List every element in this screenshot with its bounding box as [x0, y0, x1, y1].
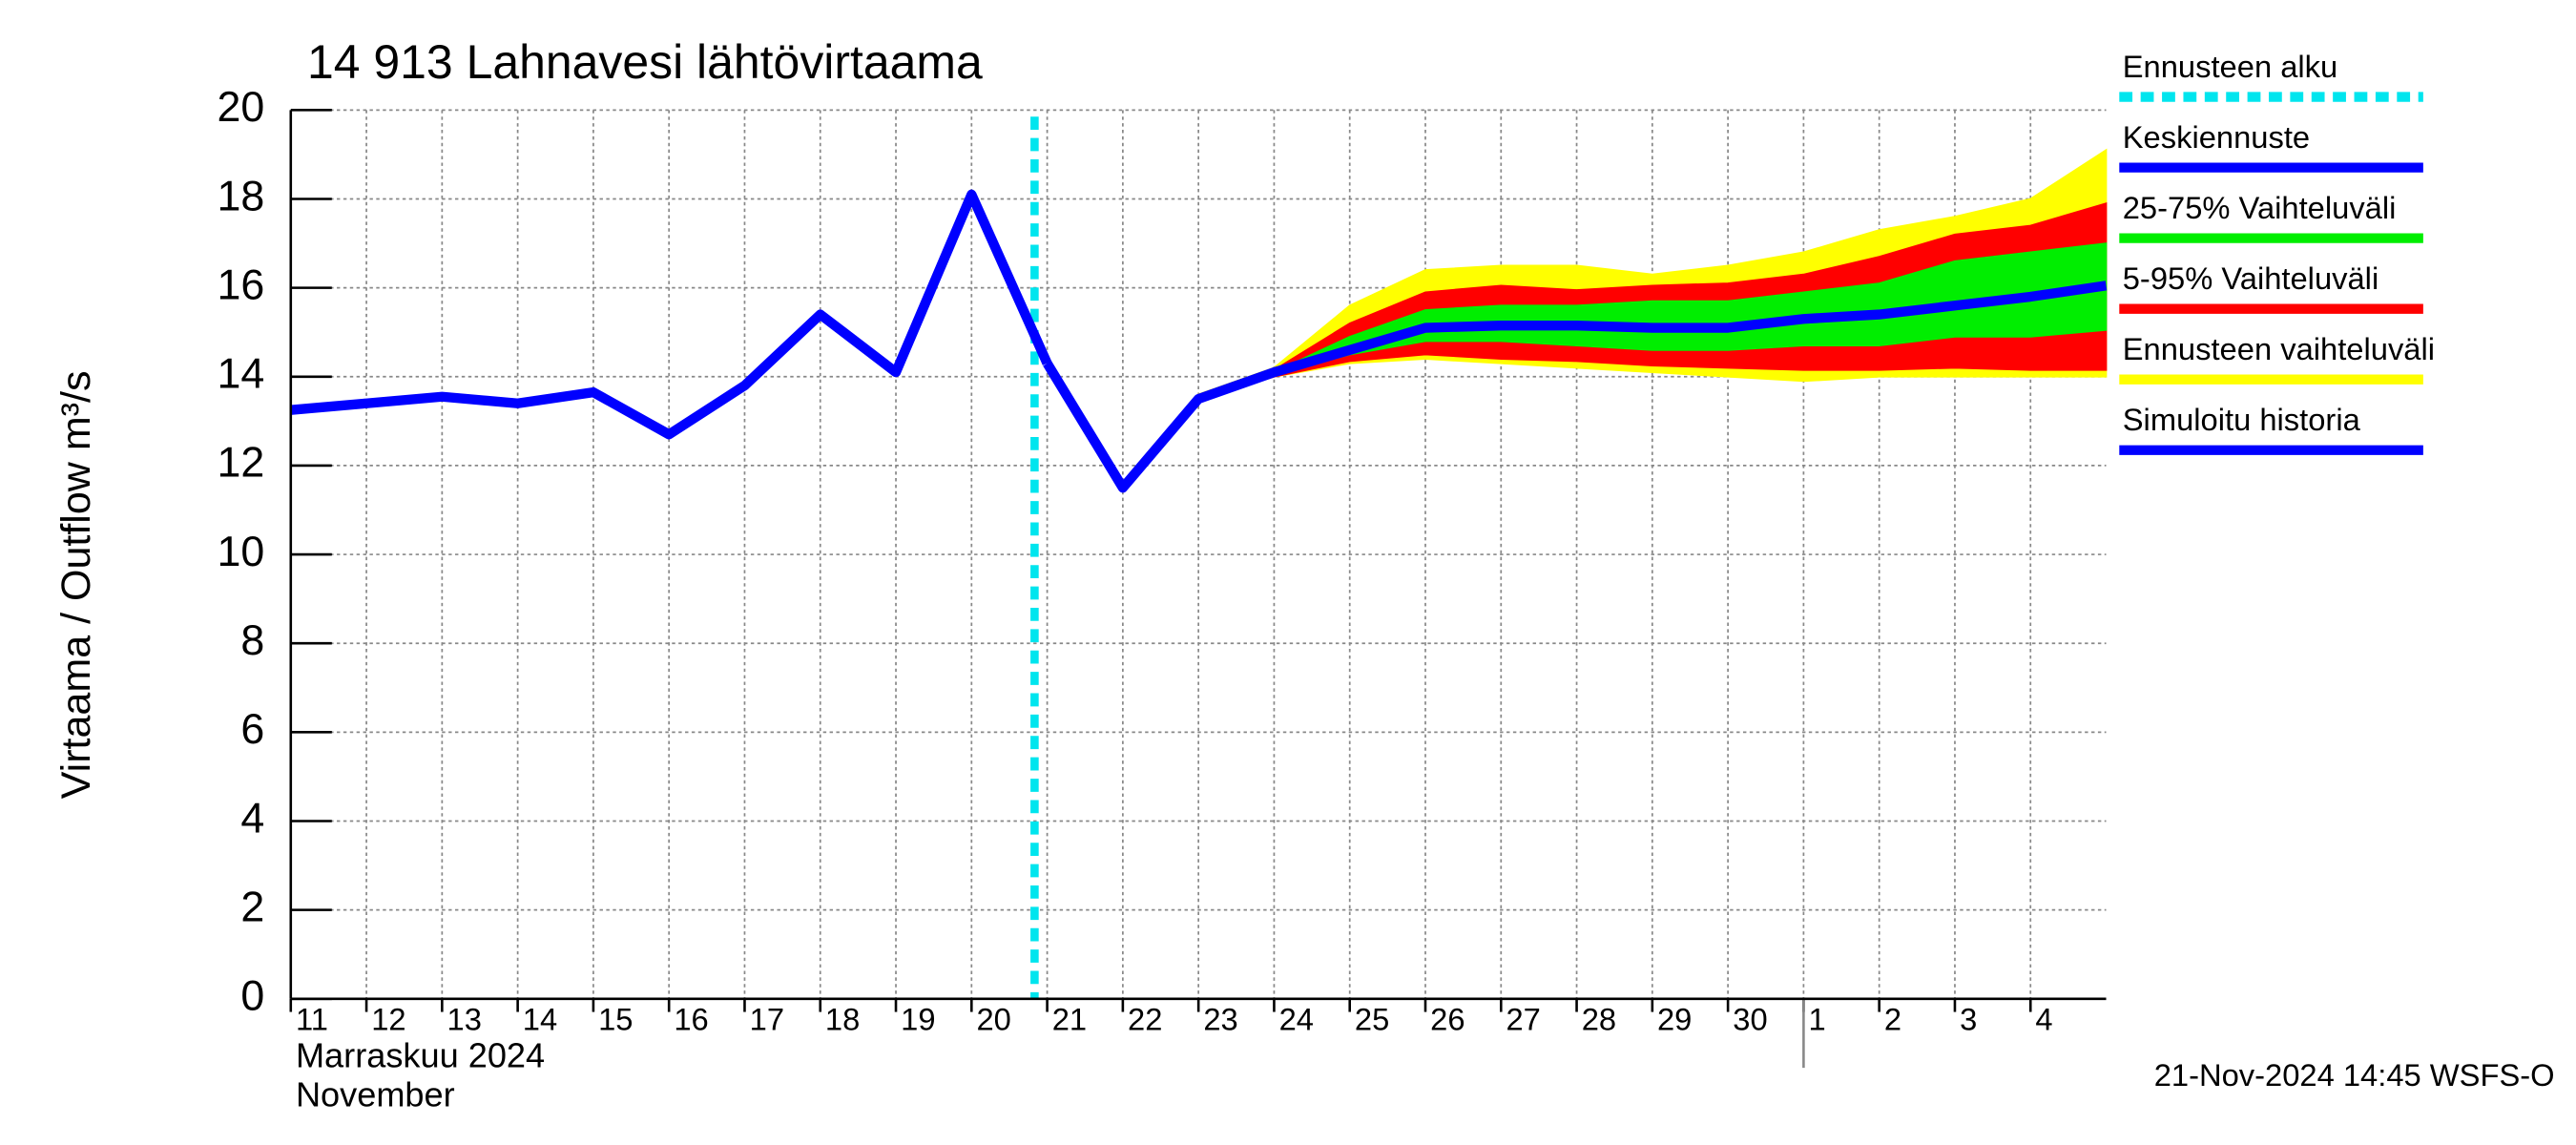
legend-label: 5-95% Vaihteluväli [2123, 260, 2379, 296]
x-tick-label: 16 [674, 1002, 708, 1037]
x-axis-label: November [296, 1075, 455, 1114]
x-tick-label: 30 [1733, 1002, 1767, 1037]
y-tick-label: 12 [217, 439, 264, 487]
x-tick-label: 13 [447, 1002, 482, 1037]
y-tick-label: 16 [217, 260, 264, 308]
x-tick-label: 4 [2035, 1002, 2052, 1037]
y-tick-label: 2 [240, 883, 264, 930]
legend-label: 25-75% Vaihteluväli [2123, 190, 2397, 225]
x-tick-label: 23 [1203, 1002, 1237, 1037]
chart-title: 14 913 Lahnavesi lähtövirtaama [307, 35, 983, 89]
x-tick-label: 19 [901, 1002, 935, 1037]
x-tick-label: 11 [296, 1002, 328, 1037]
plot-area [289, 109, 2108, 1069]
x-tick-label: 14 [523, 1002, 557, 1037]
x-tick-label: 15 [598, 1002, 633, 1037]
y-tick-label: 6 [240, 705, 264, 753]
y-tick-label: 14 [217, 350, 264, 398]
x-tick-label: 22 [1128, 1002, 1162, 1037]
x-tick-label: 29 [1657, 1002, 1692, 1037]
line [1043, 281, 2108, 493]
x-axis-label: Marraskuu 2024 [296, 1035, 545, 1074]
x-tick-label: 27 [1506, 1002, 1540, 1037]
y-tick-label: 18 [217, 172, 264, 219]
x-tick-label: 17 [750, 1002, 784, 1037]
x-tick-label: 3 [1960, 1002, 1977, 1037]
legend-label: Keskiennuste [2123, 119, 2310, 155]
y-tick-label: 20 [217, 83, 264, 131]
line [290, 189, 1052, 440]
legend-label: Ennusteen alku [2123, 49, 2337, 84]
y-tick-label: 8 [240, 616, 264, 664]
x-tick-label: 24 [1279, 1002, 1314, 1037]
x-tick-label: 2 [1884, 1002, 1901, 1037]
x-tick-label: 26 [1430, 1002, 1465, 1037]
footer: 21-Nov-2024 14:45 WSFS-O [2154, 1057, 2555, 1093]
x-tick-label: 25 [1355, 1002, 1389, 1037]
x-tick-label: 12 [371, 1002, 405, 1037]
x-tick-label: 20 [976, 1002, 1010, 1037]
legend-label: Ennusteen vaihteluväli [2123, 331, 2435, 366]
y-axis-label: Virtaama / Outflow m³/s [53, 371, 99, 800]
y-tick-label: 0 [240, 972, 264, 1020]
y-tick-label: 4 [240, 794, 264, 842]
x-tick-label: 28 [1582, 1002, 1616, 1037]
x-tick-label: 18 [825, 1002, 860, 1037]
y-tick-label: 10 [217, 528, 264, 575]
legend-label: Simuloitu historia [2123, 402, 2361, 437]
x-tick-label: 21 [1052, 1002, 1087, 1037]
x-tick-label: 1 [1809, 1002, 1826, 1037]
